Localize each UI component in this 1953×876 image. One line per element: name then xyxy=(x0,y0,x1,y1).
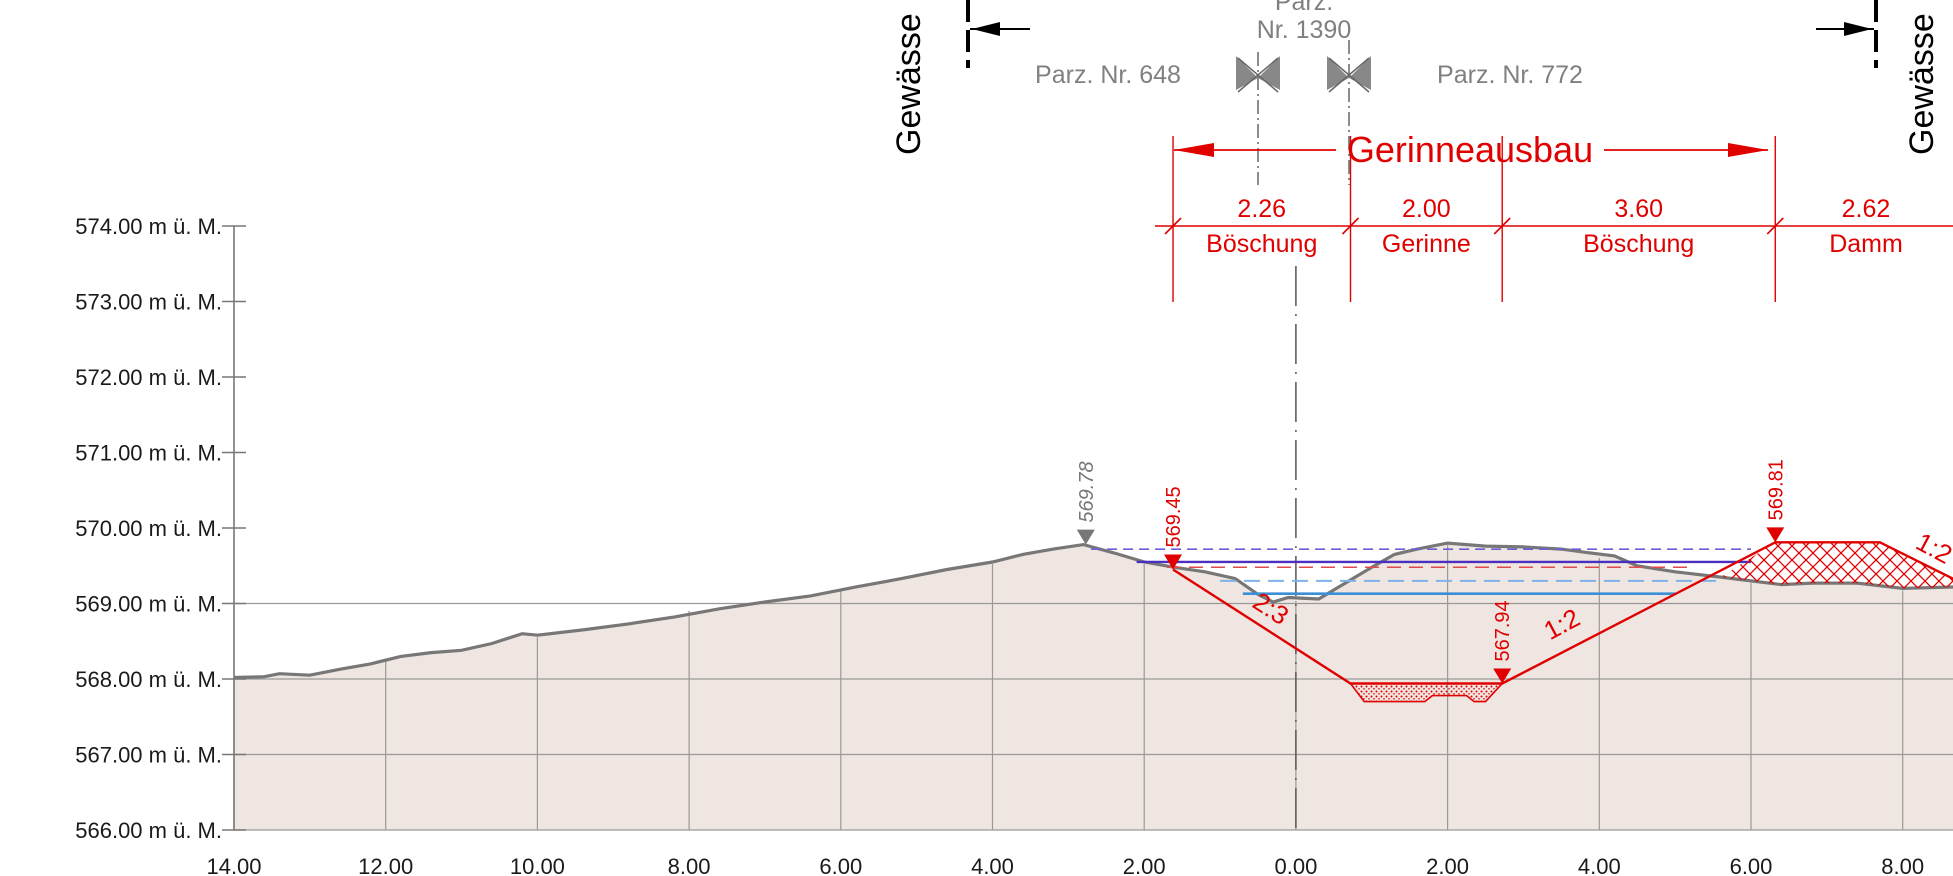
y-tick-label: 568.00 m ü. M. xyxy=(75,667,222,692)
elevation-label: 569.78 xyxy=(1076,461,1098,522)
elevation-triangle-icon xyxy=(1493,668,1512,684)
x-tick-label: 4.00 xyxy=(971,854,1014,876)
y-tick-label: 570.00 m ü. M. xyxy=(75,516,222,541)
parcel-boundary-left-icon xyxy=(1236,52,1280,185)
gerinneausbau-label: Gerinneausbau xyxy=(1347,129,1593,170)
x-tick-label: 8.00 xyxy=(668,854,711,876)
gewaesser-right-marker xyxy=(1816,0,1878,68)
x-tick-label: 6.00 xyxy=(1730,854,1773,876)
dimension-value: 2.26 xyxy=(1237,195,1286,223)
dimension-name: Gerinne xyxy=(1382,230,1471,258)
y-tick-label: 573.00 m ü. M. xyxy=(75,290,222,315)
elevation-triangle-icon xyxy=(1076,529,1095,545)
y-tick-label: 569.00 m ü. M. xyxy=(75,592,222,617)
y-tick-label: 572.00 m ü. M. xyxy=(75,365,222,390)
terrain-fill xyxy=(234,543,1953,830)
elevation-triangle-icon xyxy=(1164,554,1183,570)
terrain-line xyxy=(233,541,1953,680)
gerinne-bottom-fill xyxy=(1348,682,1505,703)
dimension-name: Damm xyxy=(1829,230,1903,258)
design-profile-line xyxy=(1172,541,1953,685)
gerinneausbau-dimension xyxy=(1174,143,1768,157)
elevation-label: 567.94 xyxy=(1492,600,1514,661)
dimension-value: 3.60 xyxy=(1614,195,1663,223)
dimension-value: 2.00 xyxy=(1402,195,1451,223)
water-levels xyxy=(1091,548,1751,595)
y-tick-label: 566.00 m ü. M. xyxy=(75,818,222,843)
x-tick-label: 0.00 xyxy=(1274,854,1317,876)
parz-772-label: Parz. Nr. 772 xyxy=(1437,61,1583,89)
damm-hatch xyxy=(1720,542,1953,589)
elevation-label: 569.81 xyxy=(1765,459,1787,520)
gewaesser-left-label: Gewässe xyxy=(890,13,928,155)
gewaesser-right-label: Gewässe xyxy=(1903,13,1941,155)
axes: 566.00 m ü. M. 567.00 m ü. M. 568.00 m ü. … xyxy=(75,214,1924,876)
dimension-tick xyxy=(1493,217,1511,235)
parcel-boundary-right-icon xyxy=(1327,40,1371,185)
dimension-name: Böschung xyxy=(1206,230,1317,258)
gewaesser-left-marker xyxy=(966,0,1030,68)
y-tick-label: 571.00 m ü. M. xyxy=(75,441,222,466)
parz-1390-label-line1: Parz. xyxy=(1275,0,1333,16)
y-tick-label: 567.00 m ü. M. xyxy=(75,743,222,768)
dimension-chain: 2.26 Böschung 2.00 Gerinne 3.60 Böschung 2.62 D… xyxy=(1155,136,1953,302)
x-tick-label: 2.00 xyxy=(1123,854,1166,876)
x-tick-label: 8.00 xyxy=(1881,854,1924,876)
x-tick-label: 12.00 xyxy=(358,854,413,876)
elevation-label: 569.45 xyxy=(1163,486,1185,547)
x-tick-label: 4.00 xyxy=(1578,854,1621,876)
y-tick-label: 574.00 m ü. M. xyxy=(75,214,222,239)
parz-648-label: Parz. Nr. 648 xyxy=(1035,61,1181,89)
dimension-value: 2.62 xyxy=(1842,195,1891,223)
damm-polygon xyxy=(1720,542,1953,589)
x-tick-label: 14.00 xyxy=(206,854,261,876)
dimension-name: Böschung xyxy=(1583,230,1694,258)
parz-1390-label-line2: Nr. 1390 xyxy=(1257,16,1352,44)
elevation-markers: 569.78 569.45 567.94 569.81 xyxy=(1076,459,1787,684)
x-tick-label: 10.00 xyxy=(510,854,565,876)
x-tick-label: 6.00 xyxy=(819,854,862,876)
dimension-tick xyxy=(1766,217,1784,235)
x-tick-label: 2.00 xyxy=(1426,854,1469,876)
elevation-triangle-icon xyxy=(1766,527,1785,543)
dimension-tick xyxy=(1341,217,1360,235)
dimension-tick xyxy=(1164,217,1182,235)
